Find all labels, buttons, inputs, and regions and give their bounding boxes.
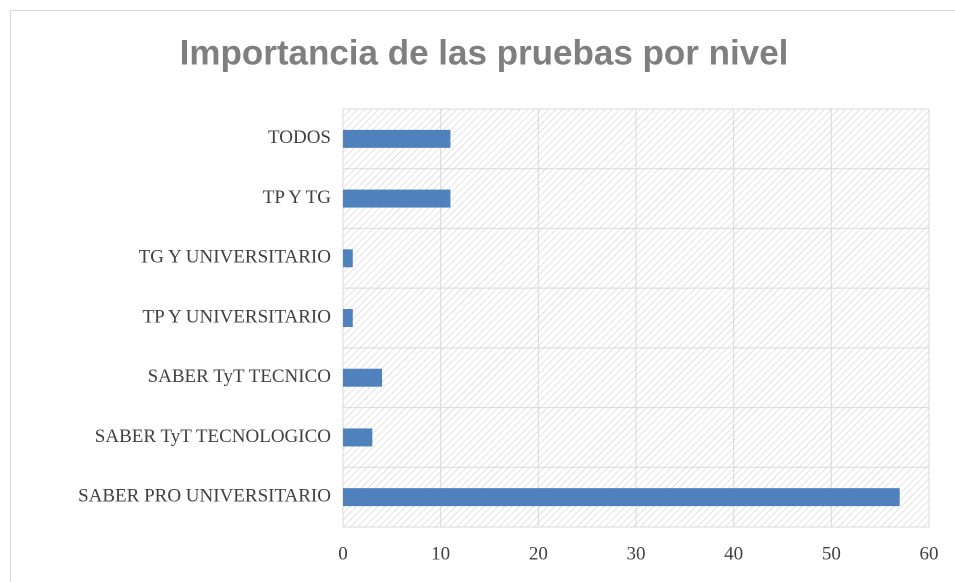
y-tick-label: SABER TyT TECNICO <box>148 366 331 387</box>
y-tick-label: TG Y UNIVERSITARIO <box>139 247 331 268</box>
x-tick-label: 30 <box>627 543 646 564</box>
y-tick-label: TP Y TG <box>263 187 332 208</box>
x-tick-label: 40 <box>724 543 743 564</box>
x-tick-label: 10 <box>431 543 450 564</box>
x-tick-label: 50 <box>822 543 841 564</box>
bar <box>343 249 353 268</box>
bar <box>343 309 353 327</box>
y-tick-label: SABER TyT TECNOLOGICO <box>95 426 331 447</box>
x-tick-label: 60 <box>920 543 939 564</box>
y-tick-label: TP Y UNIVERSITARIO <box>143 306 331 327</box>
x-tick-label: 0 <box>338 543 348 564</box>
bar <box>343 368 383 387</box>
bar <box>343 129 451 148</box>
y-tick-label: SABER PRO UNIVERSITARIO <box>78 486 331 507</box>
x-tick-label: 20 <box>529 543 548 564</box>
bar <box>343 189 451 208</box>
bar <box>343 488 900 507</box>
chart-title: Importancia de las pruebas por nivel <box>180 33 789 72</box>
y-tick-label: TODOS <box>268 127 331 148</box>
bar <box>343 428 373 447</box>
